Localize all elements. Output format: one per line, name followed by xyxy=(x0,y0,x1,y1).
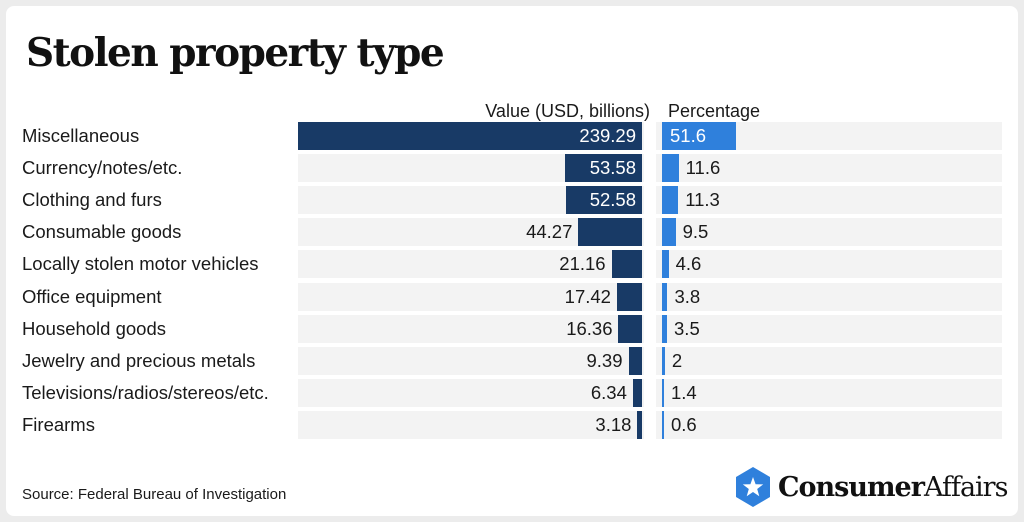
category-label: Currency/notes/etc. xyxy=(22,157,183,178)
value-bar xyxy=(564,154,642,182)
percentage-bar xyxy=(662,347,665,375)
value-label: 239.29 xyxy=(579,125,636,146)
percentage-label: 9.5 xyxy=(682,221,709,242)
percentage-label: 2 xyxy=(671,350,683,371)
star-hexagon-icon xyxy=(736,467,770,507)
value-label: 17.42 xyxy=(564,286,611,307)
percentage-label: 11.6 xyxy=(685,157,721,178)
chart-title: Stolen property type xyxy=(26,30,445,76)
category-label: Jewelry and precious metals xyxy=(22,350,256,371)
chart-row: Firearms 3.18 0.6 xyxy=(6,411,1018,439)
logo-text-regular: Affairs xyxy=(923,472,1009,503)
value-bar xyxy=(637,411,642,439)
percentage-bar-track: 3.5 xyxy=(656,315,1002,343)
value-bar-track: 3.18 xyxy=(298,411,644,439)
percentage-bar-track: 11.6 xyxy=(656,154,1002,182)
category-label: Miscellaneous xyxy=(22,125,140,146)
percentage-bar-track: 0.6 xyxy=(656,411,1002,439)
value-bar xyxy=(616,283,642,311)
percentage-bar xyxy=(662,186,679,214)
value-bar xyxy=(632,379,642,407)
percentage-label: 3.5 xyxy=(674,318,700,339)
value-bar-track: 17.42 xyxy=(298,283,644,311)
chart-row: Locally stolen motor vehicles 21.16 4.6 xyxy=(6,250,1018,278)
value-bar xyxy=(628,347,642,375)
source-note: Source: Federal Bureau of Investigation xyxy=(22,486,287,503)
value-bar-track: 239.29 xyxy=(298,122,644,150)
percentage-label: 11.3 xyxy=(685,189,720,210)
chart-row: Televisions/radios/stereos/etc. 6.34 1.4 xyxy=(6,379,1018,407)
percentage-label: 4.6 xyxy=(675,253,702,274)
value-bar-track: 21.16 xyxy=(298,250,644,278)
value-label: 16.36 xyxy=(566,318,613,339)
percentage-bar xyxy=(662,283,668,311)
percentage-bar xyxy=(662,379,664,407)
chart-row: Office equipment 17.42 3.8 xyxy=(6,283,1018,311)
percentage-bar xyxy=(662,315,668,343)
chart-row: Clothing and furs 52.58 11.3 xyxy=(6,186,1018,214)
value-bar xyxy=(611,250,642,278)
chart-row: Miscellaneous 239.29 51.6 xyxy=(6,122,1018,150)
value-bar xyxy=(578,218,642,246)
value-bar-track: 9.39 xyxy=(298,347,644,375)
percentage-label: 3.8 xyxy=(674,286,701,307)
value-bar xyxy=(618,315,642,343)
value-bar-track: 44.27 xyxy=(298,218,644,246)
percentage-bar xyxy=(662,122,736,150)
percentage-bar xyxy=(662,218,676,246)
category-label: Locally stolen motor vehicles xyxy=(22,253,259,274)
value-label: 52.58 xyxy=(589,189,636,210)
percentage-bar xyxy=(662,250,669,278)
chart-row: Jewelry and precious metals 9.39 2 xyxy=(6,347,1018,375)
chart-row: Currency/notes/etc. 53.58 11.6 xyxy=(6,154,1018,182)
percentage-bar-track: 51.6 xyxy=(656,122,1002,150)
value-label: 21.16 xyxy=(559,253,606,274)
percentage-bar-track: 11.3 xyxy=(656,186,1002,214)
category-label: Household goods xyxy=(22,318,166,339)
percentage-bar xyxy=(662,411,664,439)
percentage-label: 51.6 xyxy=(670,125,707,146)
category-label: Clothing and furs xyxy=(22,189,162,210)
percentage-bar-track: 2 xyxy=(656,347,1002,375)
value-bar-track: 16.36 xyxy=(298,315,644,343)
value-bar-track: 53.58 xyxy=(298,154,644,182)
percentage-bar-track: 1.4 xyxy=(656,379,1002,407)
value-bar-track: 6.34 xyxy=(298,379,644,407)
value-label: 9.39 xyxy=(586,350,623,371)
value-label: 6.34 xyxy=(590,382,627,403)
value-column-header: Value (USD, billions) xyxy=(485,101,650,121)
percentage-bar xyxy=(662,154,679,182)
category-label: Office equipment xyxy=(22,286,162,307)
percentage-column-header: Percentage xyxy=(668,101,761,121)
category-label: Firearms xyxy=(22,414,95,435)
percentage-bar-track: 4.6 xyxy=(656,250,1002,278)
chart-row: Consumable goods 44.27 9.5 xyxy=(6,218,1018,246)
logo-wordmark: ConsumerAffairs xyxy=(778,471,1009,505)
percentage-bar-track: 9.5 xyxy=(656,218,1002,246)
value-bar xyxy=(566,186,642,214)
category-label: Consumable goods xyxy=(22,221,182,242)
chart-row: Household goods 16.36 3.5 xyxy=(6,315,1018,343)
logo-text-bold: Consumer xyxy=(778,472,925,503)
value-label: 44.27 xyxy=(526,221,573,242)
chart-card: Stolen property type Value (USD, billion… xyxy=(6,6,1018,516)
value-bar xyxy=(298,122,642,150)
value-label: 3.18 xyxy=(595,414,632,435)
value-bar-track: 52.58 xyxy=(298,186,644,214)
percentage-bar-track: 3.8 xyxy=(656,283,1002,311)
category-label: Televisions/radios/stereos/etc. xyxy=(22,382,269,403)
value-label: 53.58 xyxy=(589,157,636,178)
percentage-label: 1.4 xyxy=(671,382,697,403)
percentage-label: 0.6 xyxy=(671,414,697,435)
